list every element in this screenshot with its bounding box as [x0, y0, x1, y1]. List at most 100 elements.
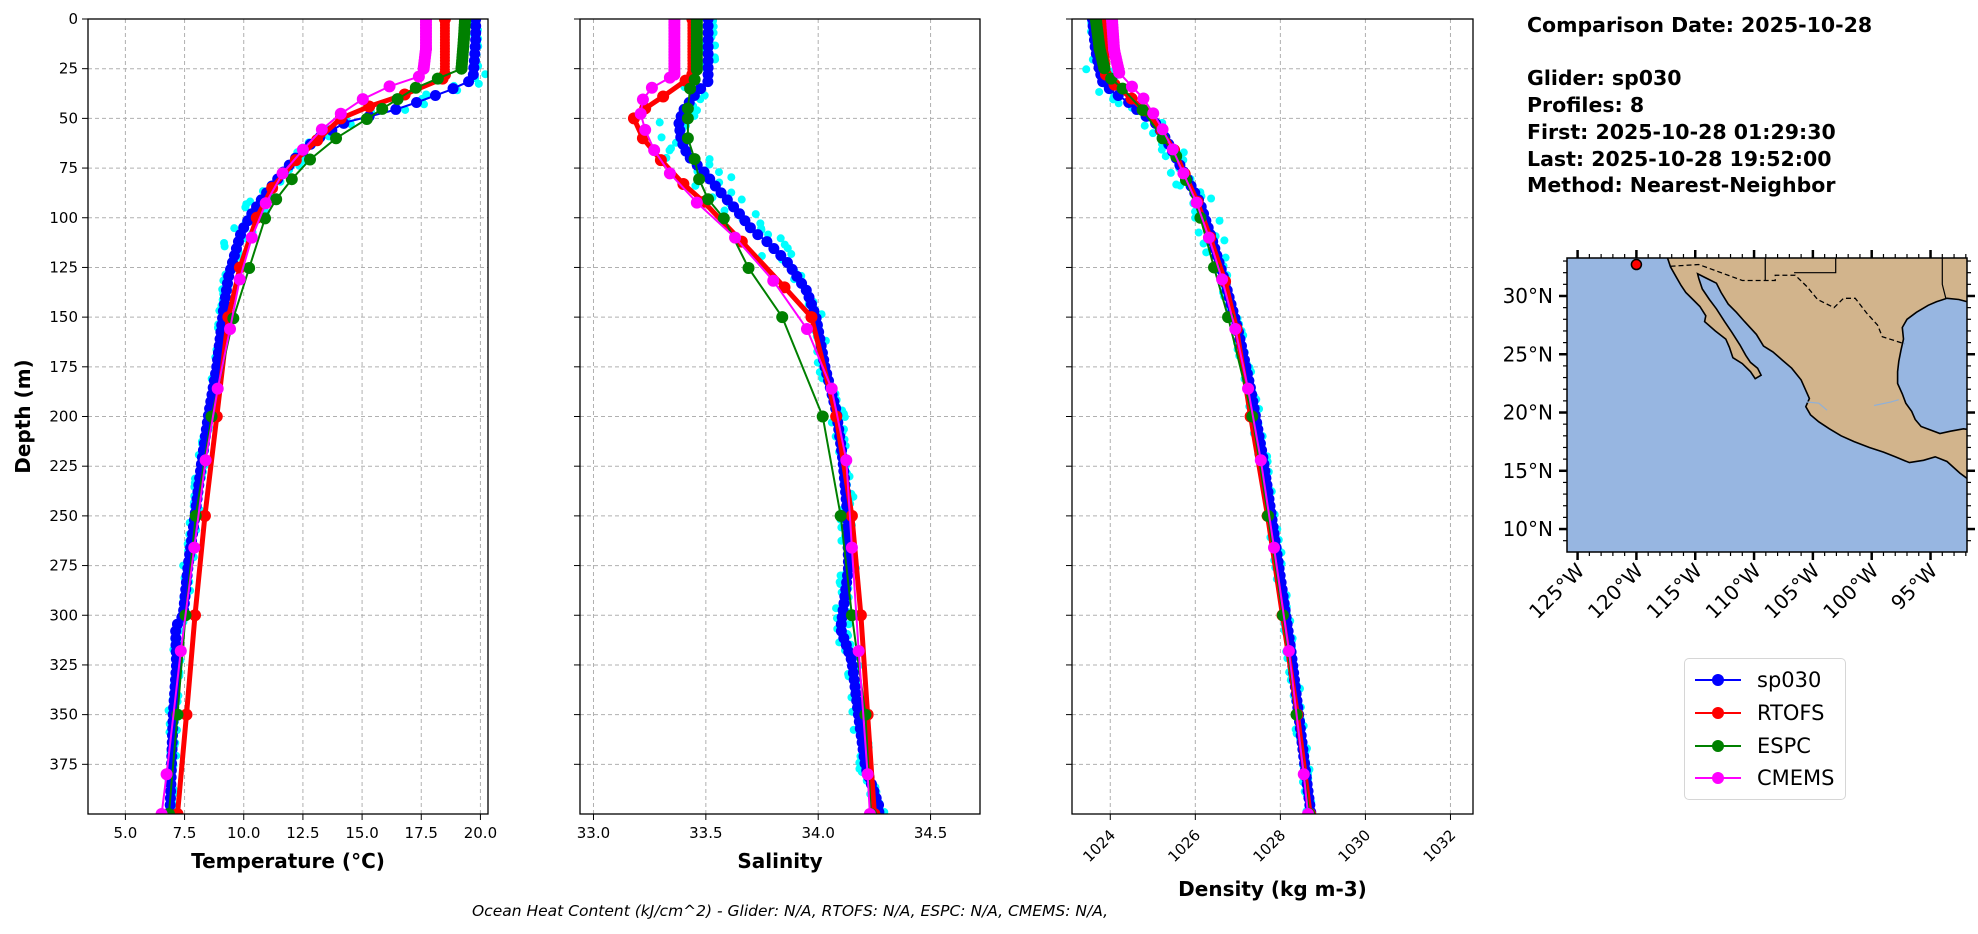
individual-profile-point — [727, 188, 736, 197]
y-tick-label: 125 — [49, 258, 78, 276]
individual-profile-point — [1114, 99, 1123, 108]
data-point-cmems — [840, 454, 853, 467]
individual-profile-point — [840, 413, 849, 422]
x-tick-label: 33.5 — [689, 824, 722, 842]
individual-profile-point — [751, 210, 760, 219]
y-tick-label: 375 — [49, 755, 78, 773]
individual-profile-point — [241, 203, 250, 212]
data-point-sp030 — [463, 76, 475, 88]
method: Method: Nearest-Neighbor — [1527, 173, 1836, 198]
data-point-cmems — [663, 167, 676, 180]
x-tick-label: 12.5 — [286, 824, 319, 842]
data-point-espc — [690, 63, 703, 76]
data-point-espc — [285, 173, 298, 186]
individual-profile-point — [1215, 216, 1224, 225]
data-point-cmems — [356, 93, 369, 106]
data-point-cmems — [1254, 454, 1267, 467]
y-tick-label: 25 — [59, 60, 78, 78]
individual-profile-point — [420, 100, 429, 109]
data-point-cmems — [1190, 196, 1203, 209]
x-tick-label: 33.0 — [577, 824, 610, 842]
data-point-cmems — [648, 144, 661, 157]
individual-profile-point — [1220, 236, 1229, 245]
lat-tick-label: 25°N — [1503, 342, 1553, 366]
glider-name: Glider: sp030 — [1527, 66, 1682, 91]
data-point-espc — [304, 153, 317, 166]
legend-label: RTOFS — [1757, 701, 1825, 725]
legend-marker-icon — [1695, 772, 1741, 784]
data-point-espc — [243, 262, 256, 275]
x-tick-label: 34.5 — [914, 824, 947, 842]
legend-item-sp030: sp030 — [1693, 665, 1821, 695]
lat-tick-label: 20°N — [1503, 401, 1553, 425]
x-axis-label: Temperature (°C) — [191, 849, 385, 873]
lat-tick-label: 30°N — [1503, 284, 1553, 308]
panel-temperature: 5.0 7.5 10.0 12.5 15.0 17.5 20.0 0 25 50 75 100 125 1… — [11, 10, 497, 873]
y-tick-label: 150 — [49, 308, 78, 326]
data-point-cmems — [1202, 231, 1215, 244]
y-tick-label: 300 — [49, 606, 78, 624]
map-content — [1630, 258, 1967, 480]
data-point-cmems — [188, 541, 201, 554]
individual-profile-point — [1140, 121, 1149, 130]
y-tick-label: 275 — [49, 557, 78, 575]
data-point-sp030 — [744, 222, 756, 234]
x-tick-label: 1028 — [1249, 826, 1289, 866]
river — [1806, 401, 1828, 411]
data-point-espc — [455, 62, 468, 75]
individual-profile-point — [787, 250, 796, 259]
data-point-espc — [1116, 82, 1129, 95]
data-point-sp030 — [411, 96, 423, 108]
series-line-sp030 — [677, 19, 880, 807]
legend-item-cmems: CMEMS — [1693, 763, 1835, 793]
state-border — [1794, 258, 1837, 274]
data-point-cmems — [634, 107, 647, 120]
individual-profile-point — [1202, 248, 1211, 257]
data-point-rtofs — [830, 410, 843, 423]
x-tick-label: 1024 — [1079, 826, 1119, 866]
individual-profile-point — [1194, 228, 1203, 237]
data-point-espc — [1089, 19, 1102, 25]
data-point-espc — [259, 212, 272, 225]
data-point-espc — [681, 102, 694, 115]
data-point-rtofs — [657, 90, 670, 103]
data-point-espc — [431, 72, 444, 85]
data-point-cmems — [767, 274, 780, 287]
y-tick-label: 100 — [49, 209, 78, 227]
state-border — [1941, 258, 1947, 299]
x-tick-label: 34.0 — [801, 824, 834, 842]
x-tick-label: 10.0 — [227, 824, 260, 842]
data-point-cmems — [663, 71, 676, 84]
data-point-espc — [845, 609, 858, 622]
individual-profile-point — [705, 160, 714, 169]
x-tick-label: 1030 — [1335, 826, 1375, 866]
data-point-rtofs — [289, 154, 302, 167]
data-point-cmems — [419, 19, 432, 25]
data-point-cmems — [199, 454, 212, 467]
y-tick-label: 0 — [68, 10, 78, 28]
individual-profile-point — [1161, 152, 1170, 161]
legend-item-rtofs: RTOFS — [1693, 698, 1824, 728]
panel-density: 1024 1026 1028 1030 1032 Density (kg m-3) — [1066, 18, 1474, 901]
data-point-espc — [681, 112, 694, 125]
data-point-espc — [1093, 42, 1106, 55]
y-axis-label: Depth (m) — [11, 359, 35, 473]
data-point-cmems — [334, 107, 347, 120]
data-point-sp030 — [429, 90, 441, 102]
series-cmems — [155, 19, 432, 814]
data-point-espc — [688, 73, 701, 86]
river — [1873, 399, 1899, 407]
data-point-cmems — [1156, 123, 1169, 136]
legend-label: CMEMS — [1757, 766, 1835, 790]
data-point-cmems — [233, 273, 246, 286]
x-axis-label: Salinity — [737, 849, 822, 873]
data-point-cmems — [636, 93, 649, 106]
ohc-caption: Ocean Heat Content (kJ/cm^2) - Glider: N… — [471, 902, 1109, 920]
data-point-espc — [681, 132, 694, 145]
lon-tick-label: 105°W — [1759, 558, 1824, 623]
data-point-rtofs — [198, 509, 211, 522]
legend-marker-icon — [1695, 707, 1741, 719]
data-point-sp030 — [702, 76, 714, 88]
plot-area — [627, 19, 889, 814]
